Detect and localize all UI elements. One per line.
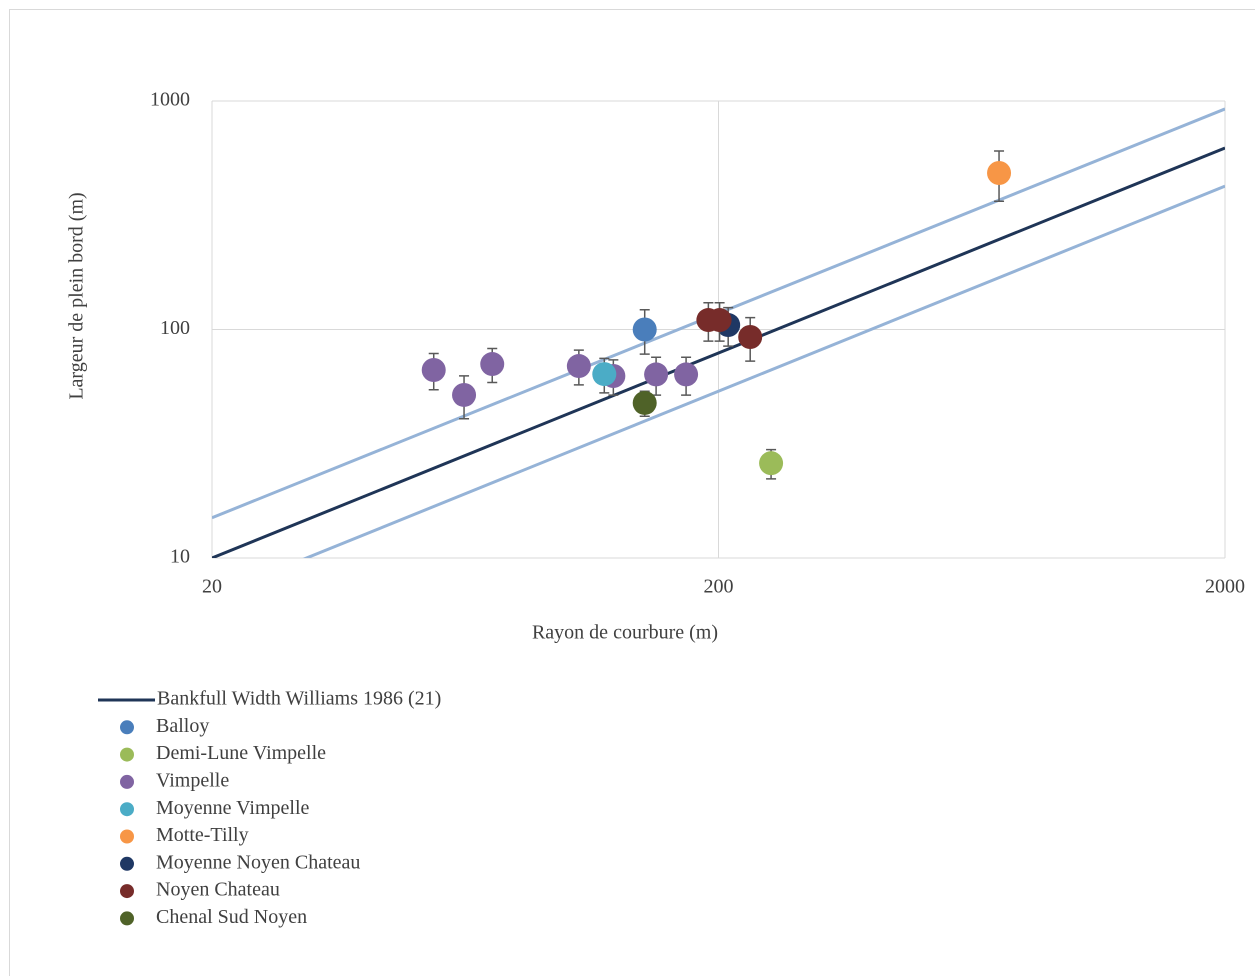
legend-label: Bankfull Width Williams 1986 (21): [157, 688, 441, 710]
data-point: [452, 382, 477, 407]
x-tick-label: 2000: [1205, 576, 1245, 598]
trend-line: [212, 146, 1225, 558]
legend-label: Demi-Lune Vimpelle: [156, 742, 326, 764]
data-point: [707, 308, 732, 333]
data-point: [738, 325, 763, 350]
legend-label: Balloy: [156, 715, 209, 737]
data-point: [674, 362, 699, 387]
legend-label: Moyenne Noyen Chateau: [156, 851, 360, 873]
legend-swatch: [120, 911, 134, 926]
legend-swatch: [120, 802, 134, 817]
legend-label: Moyenne Vimpelle: [156, 797, 310, 819]
legend-swatch: [120, 884, 134, 899]
x-axis-title: Rayon de courbure (m): [532, 622, 718, 644]
data-point: [566, 354, 591, 379]
legend-swatch: [120, 829, 134, 844]
x-tick-label: 200: [704, 576, 734, 598]
data-point: [632, 317, 657, 342]
x-tick-label: 20: [202, 576, 222, 598]
legend-swatch: [120, 747, 134, 762]
legend-label: Noyen Chateau: [156, 879, 280, 901]
legend-swatch: [120, 774, 134, 789]
y-tick-label: 1000: [150, 89, 190, 111]
legend-label: Chenal Sud Noyen: [156, 906, 307, 928]
chart-frame: [9, 9, 1255, 976]
y-tick-label: 10: [170, 546, 190, 568]
legend-swatch: [120, 856, 134, 871]
y-tick-label: 100: [160, 317, 190, 339]
data-point: [480, 352, 505, 377]
legend-swatch: [120, 720, 134, 735]
data-point: [421, 357, 446, 382]
legend-label: Motte-Tilly: [156, 824, 249, 846]
legend-label: Vimpelle: [156, 769, 229, 791]
y-axis-title: Largeur de plein bord (m): [66, 192, 88, 399]
data-point: [632, 390, 657, 415]
data-point: [987, 161, 1012, 186]
data-point: [759, 451, 784, 476]
trend-line: [302, 184, 1225, 558]
data-point: [644, 362, 669, 387]
data-point: [592, 362, 617, 387]
